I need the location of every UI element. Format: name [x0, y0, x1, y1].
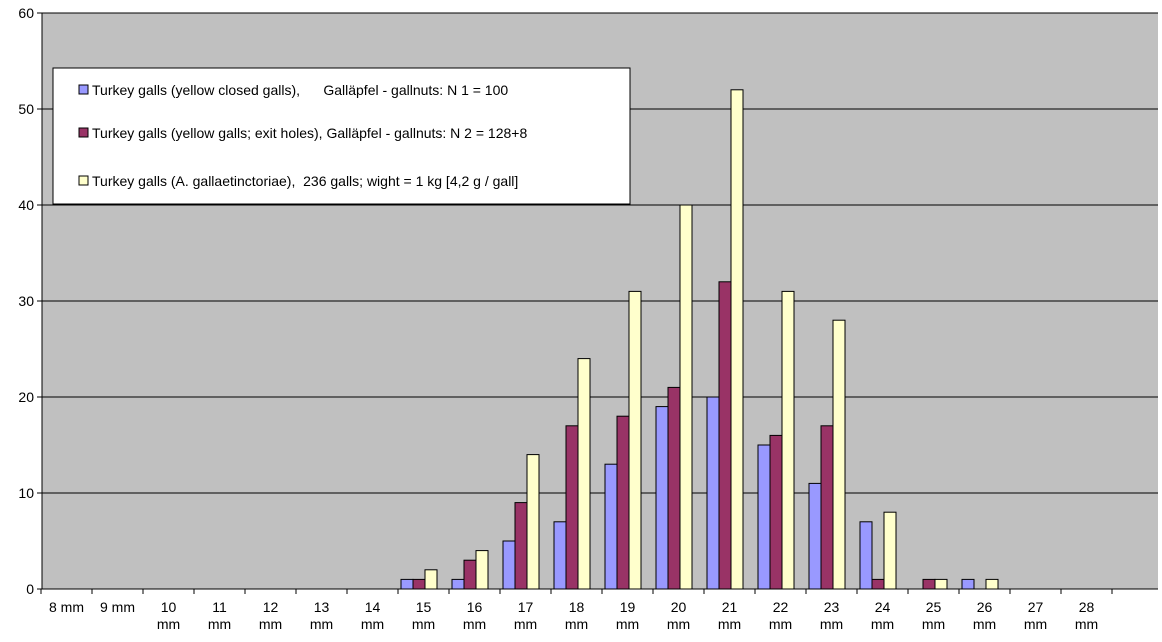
x-tick-label-1: 9 mm	[100, 599, 135, 615]
bar-s3-11	[628, 290, 642, 590]
bar-s2-9	[514, 502, 528, 590]
bar-s3-17	[934, 578, 948, 590]
bar-s1-8	[451, 578, 465, 590]
x-tick-label-3: 11 mm	[208, 599, 231, 632]
bar-s1-11	[604, 463, 618, 590]
bar-s2-10	[565, 425, 579, 590]
gridlines	[42, 12, 1158, 494]
x-tick-label-15: 23 mm	[820, 599, 843, 632]
x-tick-label-12: 20 mm	[667, 599, 690, 632]
x-tick-label-18: 26 mm	[973, 599, 996, 632]
bar-s3-16	[883, 511, 897, 590]
x-tick-label-10: 18 mm	[565, 599, 588, 632]
axes	[37, 12, 1158, 594]
y-tick-label-30: 30	[18, 293, 34, 309]
bar-s2-16	[871, 578, 885, 590]
bar-s3-9	[526, 454, 540, 590]
y-tick-label-20: 20	[18, 389, 34, 405]
x-tick-label-9: 17 mm	[514, 599, 537, 632]
x-tick-labels: 8 mm 9 mm 10 mm 11 mm 12 mm 13 mm 14 mm 15 mm 16 mm 17 mm…	[49, 599, 1098, 632]
bar-s2-11	[616, 415, 630, 590]
y-tick-label-0: 0	[26, 581, 34, 597]
bar-s1-15	[808, 482, 822, 590]
legend-swatch-3	[78, 175, 89, 186]
legend-entry-2: Turkey galls (yellow galls; exit holes),…	[78, 125, 527, 141]
legend-label-3: Turkey galls (A. gallaetinctoriae), 236 …	[92, 173, 518, 189]
bar-s2-8	[463, 559, 477, 590]
bar-s2-15	[820, 425, 834, 590]
bar-s2-12	[667, 386, 681, 590]
x-tick-label-5: 13 mm	[310, 599, 333, 632]
bar-s1-14	[757, 444, 771, 590]
y-tick-label-60: 60	[18, 5, 34, 21]
bar-s3-10	[577, 358, 591, 590]
y-tick-label-50: 50	[18, 101, 34, 117]
x-tick-label-14: 22 mm	[769, 599, 792, 632]
bar-s1-9	[502, 540, 516, 590]
bar-s1-18	[961, 578, 975, 590]
legend-entry-1: Turkey galls (yellow closed galls), Gall…	[78, 82, 508, 98]
bar-s3-7	[424, 569, 438, 590]
bar-s3-8	[475, 550, 489, 590]
x-tick-label-7: 15 mm	[412, 599, 435, 632]
bar-s1-13	[706, 396, 720, 590]
x-tick-label-4: 12 mm	[259, 599, 282, 632]
bar-s3-12	[679, 204, 693, 590]
legend-box	[52, 67, 631, 205]
x-tick-label-0: 8 mm	[49, 599, 84, 615]
x-tick-label-2: 10 mm	[157, 599, 180, 632]
legend-swatch-1	[78, 84, 89, 95]
bar-s2-17	[922, 578, 936, 590]
x-tick-label-6: 14 mm	[361, 599, 384, 632]
bar-s2-7	[412, 578, 426, 590]
x-tick-label-11: 19 mm	[616, 599, 639, 632]
bar-s3-15	[832, 319, 846, 590]
bar-s1-10	[553, 521, 567, 590]
x-tick-label-17: 25 mm	[922, 599, 945, 632]
x-tick-label-20: 28 mm	[1075, 599, 1098, 632]
bar-s2-14	[769, 434, 783, 590]
x-tick-label-8: 16 mm	[463, 599, 486, 632]
x-tick-label-16: 24 mm	[871, 599, 894, 632]
bar-s3-14	[781, 290, 795, 590]
bar-s3-13	[730, 89, 744, 590]
legend-label-1: Turkey galls (yellow closed galls), Gall…	[92, 82, 508, 98]
y-tick-label-10: 10	[18, 485, 34, 501]
bar-s3-18	[985, 578, 999, 590]
bar-s1-12	[655, 406, 669, 590]
legend-swatch-2	[78, 127, 89, 138]
x-tick-label-19: 27 mm	[1024, 599, 1047, 632]
bar-s2-13	[718, 281, 732, 590]
bar-s1-16	[859, 521, 873, 590]
bars	[400, 89, 999, 590]
legend-label-2: Turkey galls (yellow galls; exit holes),…	[92, 125, 527, 141]
bar-s1-7	[400, 578, 414, 590]
y-tick-label-40: 40	[18, 197, 34, 213]
x-tick-label-13: 21 mm	[718, 599, 741, 632]
legend-entry-3: Turkey galls (A. gallaetinctoriae), 236 …	[78, 173, 518, 189]
legend: Turkey galls (yellow closed galls), Gall…	[52, 67, 631, 205]
y-tick-labels: 0 10 20 30 40 50 60	[18, 5, 34, 597]
